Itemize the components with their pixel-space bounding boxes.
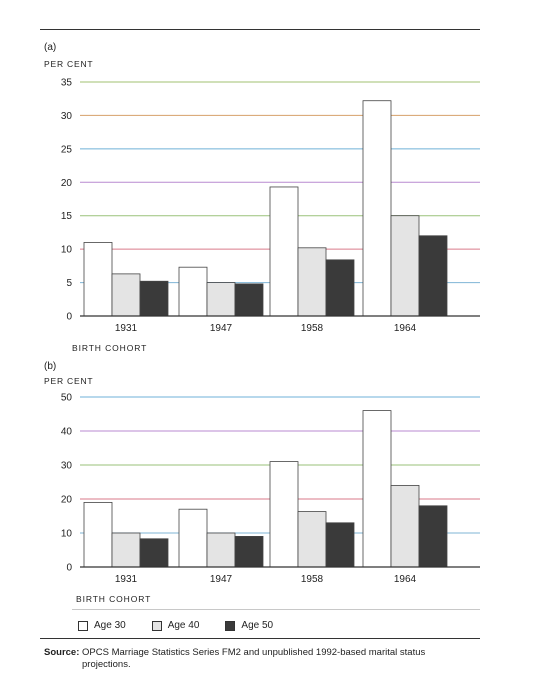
legend-swatch-age-40 bbox=[151, 620, 162, 631]
x-tick-label: 1947 bbox=[210, 574, 233, 585]
bar-age-50-1964 bbox=[418, 235, 448, 317]
source-top-rule bbox=[40, 638, 480, 639]
legend: Age 30 Age 40 Age 50 bbox=[78, 620, 299, 631]
x-tick-label: 1931 bbox=[115, 323, 138, 334]
legend-top-rule bbox=[72, 609, 480, 610]
bar-age-30-1931 bbox=[83, 242, 113, 317]
x-tick-label: 1931 bbox=[115, 574, 138, 585]
legend-swatch-age-30 bbox=[78, 620, 88, 631]
y-tick-label: 0 bbox=[66, 312, 72, 323]
y-tick-label: 40 bbox=[61, 427, 73, 438]
legend-swatch-age-50 bbox=[225, 620, 236, 631]
chart-b: 0 10 20 30 40 50 1931 1947 1958 1964 bbox=[61, 393, 480, 585]
bar-age-30-1931 bbox=[83, 501, 113, 568]
legend-label-age-30: Age 30 bbox=[94, 620, 126, 631]
legend-item-age-50: Age 50 bbox=[225, 620, 273, 631]
bar-age-50-1931 bbox=[139, 538, 169, 568]
x-tick-label: 1964 bbox=[394, 574, 417, 585]
source-prefix: Source: bbox=[44, 647, 80, 658]
y-tick-label: 30 bbox=[61, 111, 73, 122]
bar-age-40-1931 bbox=[111, 273, 141, 317]
y-tick-label: 50 bbox=[61, 393, 73, 404]
source-line-1: OPCS Marriage Statistics Series FM2 and … bbox=[82, 647, 426, 658]
y-tick-label: 30 bbox=[61, 461, 73, 472]
legend-label-age-40: Age 40 bbox=[167, 620, 200, 631]
bar-age-50-1931 bbox=[139, 280, 169, 317]
bar-age-50-1958 bbox=[325, 522, 355, 568]
bar-age-30-1958 bbox=[269, 461, 299, 568]
source-note: Source: OPCS Marriage Statistics Series … bbox=[44, 647, 484, 671]
y-tick-label: 0 bbox=[66, 563, 72, 574]
bar-age-40-1958 bbox=[297, 511, 327, 568]
legend-label-age-50: Age 50 bbox=[241, 620, 274, 631]
y-tick-label: 10 bbox=[61, 529, 73, 540]
bar-age-50-1947 bbox=[234, 536, 264, 568]
y-tick-label: 25 bbox=[61, 144, 73, 155]
bar-age-50-1964 bbox=[418, 505, 448, 568]
x-tick-label: 1947 bbox=[210, 323, 233, 334]
panel-b-x-axis-title: BIRTH COHORT bbox=[76, 594, 152, 604]
panel-a-label: (a) bbox=[44, 42, 57, 53]
x-tick-label: 1958 bbox=[301, 574, 324, 585]
y-tick-label: 20 bbox=[61, 495, 73, 506]
x-tick-label: 1964 bbox=[394, 323, 417, 334]
top-rule bbox=[40, 29, 480, 30]
legend-item-age-30: Age 30 bbox=[78, 620, 126, 631]
bar-age-30-1947 bbox=[178, 508, 208, 568]
y-tick-label: 10 bbox=[61, 245, 73, 256]
panel-a-y-unit: PER CENT bbox=[44, 59, 94, 69]
y-tick-label: 5 bbox=[66, 278, 72, 289]
bar-age-30-1947 bbox=[178, 266, 208, 317]
bar-age-50-1958 bbox=[325, 259, 355, 317]
bar-age-40-1931 bbox=[111, 532, 141, 568]
source-line-2: projections. bbox=[82, 659, 131, 670]
bar-age-30-1964 bbox=[362, 100, 392, 317]
bar-age-40-1964 bbox=[390, 484, 420, 568]
y-tick-label: 20 bbox=[61, 178, 73, 189]
bar-age-30-1964 bbox=[362, 410, 392, 568]
panel-b-y-unit: PER CENT bbox=[44, 376, 94, 386]
y-tick-label: 15 bbox=[61, 211, 73, 222]
bar-age-40-1947 bbox=[206, 532, 236, 568]
panel-b-label: (b) bbox=[44, 361, 57, 372]
x-tick-label: 1958 bbox=[301, 323, 324, 334]
panel-a-x-axis-title: BIRTH COHORT bbox=[72, 343, 148, 353]
y-tick-label: 35 bbox=[61, 78, 73, 89]
bar-age-50-1947 bbox=[234, 283, 264, 317]
legend-item-age-40: Age 40 bbox=[151, 620, 200, 631]
chart-a: 0 5 10 15 20 25 30 35 1931 1947 1958 1964 bbox=[61, 78, 480, 334]
